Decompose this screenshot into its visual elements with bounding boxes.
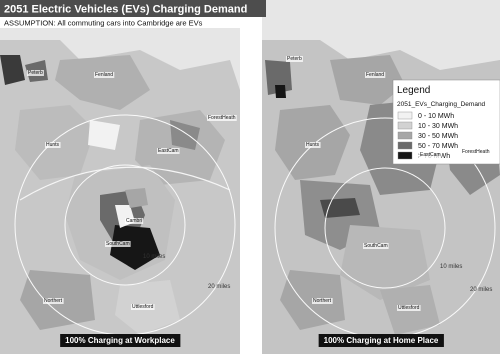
legend-heading: Legend	[397, 85, 430, 96]
legend-title: 2051_EVs_Charging_Demand	[397, 101, 486, 108]
assumption: ASSUMPTION: All commuting cars into Camb…	[4, 19, 203, 28]
scale-label: 20 miles	[208, 284, 230, 290]
place-label-bg	[419, 152, 442, 158]
place-label-bg	[45, 142, 61, 148]
place-label-bg	[43, 298, 64, 304]
place-label-bg	[286, 56, 303, 62]
place-label: EastCam	[420, 152, 441, 158]
legend-label: 10 - 30 MWh	[418, 123, 458, 130]
place-label: Fenland	[366, 72, 384, 78]
place-label-bg	[461, 149, 491, 155]
legend-swatch	[397, 151, 413, 160]
place-label: Fenland	[95, 72, 113, 78]
legend-swatch	[397, 111, 413, 120]
scale-label: 10 miles	[143, 254, 165, 260]
place-label-bg	[131, 304, 155, 310]
legend-swatch	[397, 121, 413, 130]
right-map	[262, 0, 500, 354]
panel-caption: 100% Charging at Home Place	[324, 336, 439, 345]
place-label: Northert	[44, 298, 63, 304]
scale-label: 20 miles	[470, 287, 492, 293]
place-label: ForestHeath	[208, 115, 236, 121]
legend-label: 50 - 70 MWh	[418, 143, 458, 150]
place-label-bg	[397, 305, 421, 311]
title-bar	[0, 0, 266, 17]
place-label-bg	[105, 241, 131, 247]
legend-label: 30 - 50 MWh	[418, 133, 458, 140]
caption-box	[318, 334, 444, 347]
place-label: Cambri	[126, 218, 142, 224]
place-label: Uttlesford	[398, 305, 420, 311]
place-label: Northert	[313, 298, 332, 304]
place-label: Peterb	[28, 70, 43, 76]
panel-caption: 100% Charging at Workplace	[65, 336, 175, 345]
place-label: Hunts	[306, 142, 320, 148]
place-label-bg	[27, 70, 44, 76]
legend-label: 0 - 10 MWh	[418, 113, 454, 120]
scale-label: 10 miles	[440, 264, 462, 270]
place-label-bg	[125, 218, 144, 224]
place-label: SouthCam	[106, 241, 130, 247]
place-label: Peterb	[287, 56, 302, 62]
place-label: SouthCam	[364, 243, 388, 249]
caption-box	[60, 334, 181, 347]
place-label-bg	[363, 243, 389, 249]
left-map	[0, 0, 240, 354]
legend-swatch	[397, 131, 413, 140]
place-label-bg	[312, 298, 333, 304]
assumption-bar	[0, 17, 248, 28]
place-label: Hunts	[46, 142, 60, 148]
place-label: Uttlesford	[132, 304, 154, 310]
place-label-bg	[305, 142, 321, 148]
place-label: ForestHeath	[462, 149, 490, 155]
place-label-bg	[94, 72, 115, 78]
place-label-bg	[157, 148, 180, 154]
place-label-bg	[207, 115, 237, 121]
legend-swatch	[397, 141, 413, 150]
place-label: EastCam	[158, 148, 179, 154]
title: 2051 Electric Vehicles (EVs) Charging De…	[4, 4, 247, 16]
place-label-bg	[365, 72, 386, 78]
